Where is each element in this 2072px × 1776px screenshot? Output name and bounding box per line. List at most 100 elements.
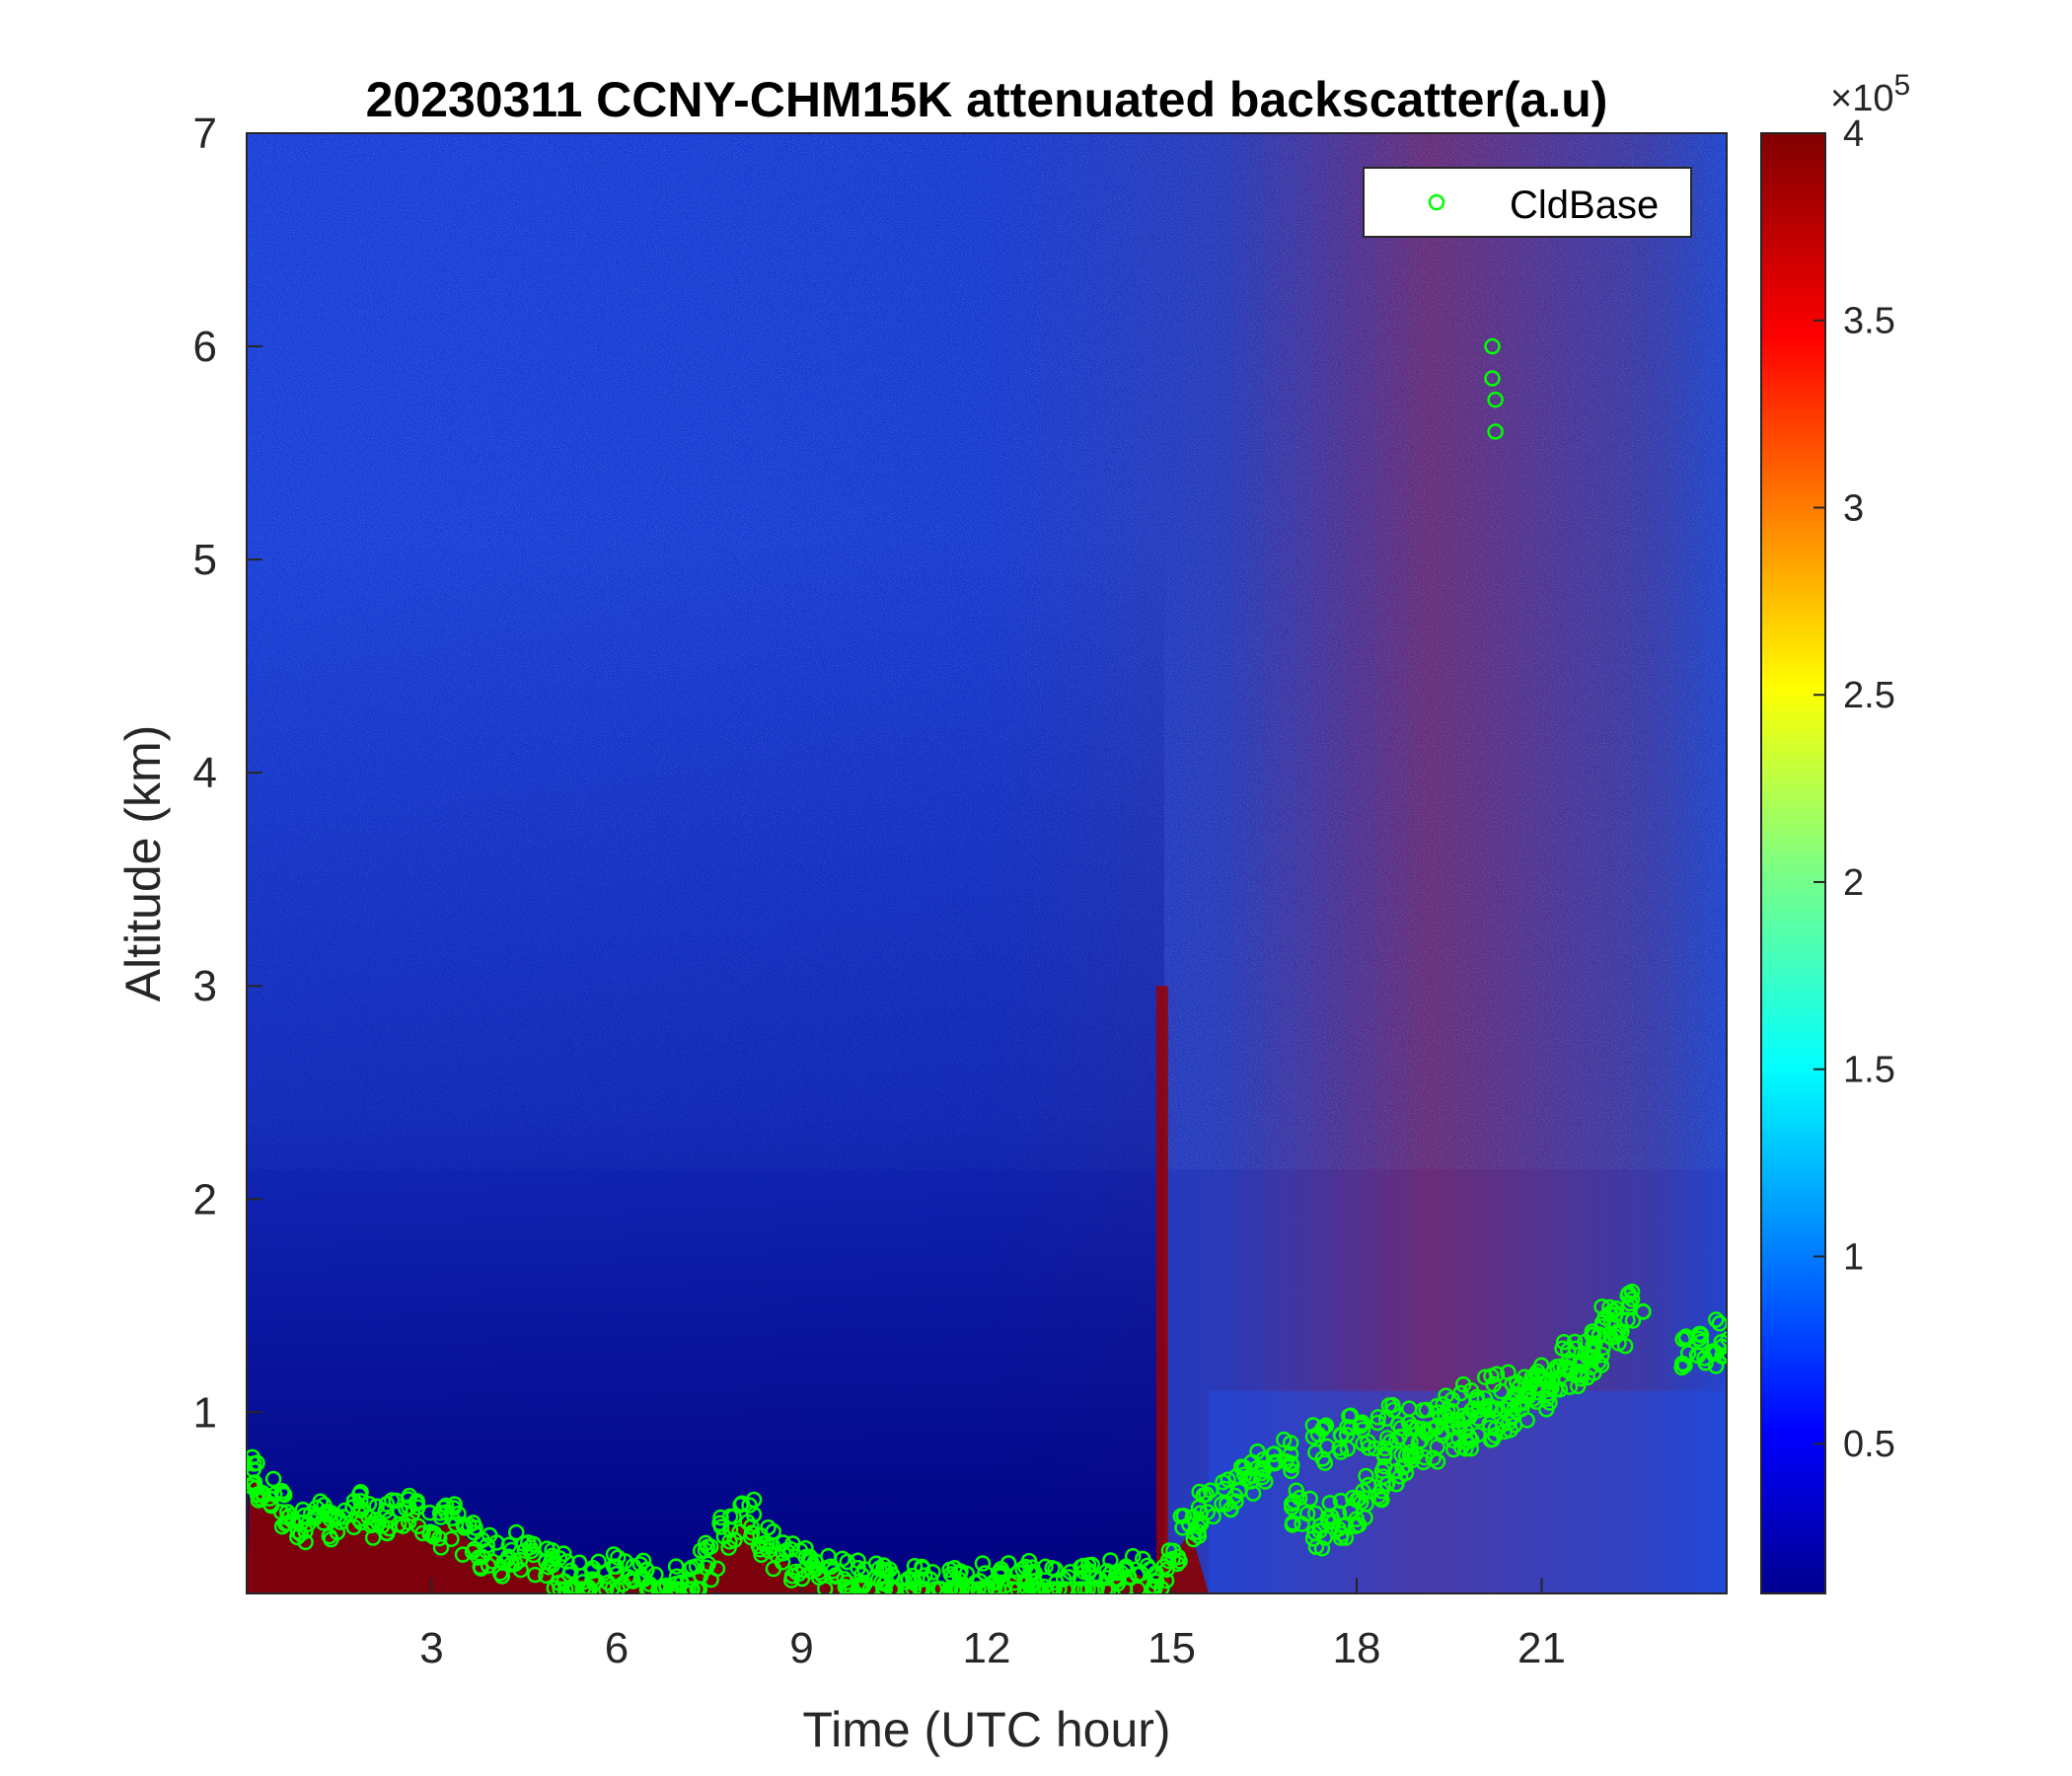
cldbase-point	[1561, 1378, 1579, 1395]
cldbase-point	[1152, 1580, 1170, 1593]
legend-label-cldbase: CldBase	[1510, 184, 1659, 227]
y-tick-label: 5	[193, 536, 217, 584]
legend: CldBase	[1363, 167, 1692, 238]
cldbase-point	[822, 1558, 840, 1576]
cldbase-point	[1100, 1581, 1117, 1593]
cldbase-point	[414, 1524, 431, 1542]
cldbase-point	[941, 1581, 959, 1593]
cldbase-point	[1215, 1473, 1231, 1491]
cldbase-point	[931, 1581, 949, 1593]
cldbase-point	[1158, 1561, 1175, 1579]
cldbase-upper-point	[1315, 1419, 1333, 1436]
cldbase-point	[1079, 1581, 1096, 1593]
colorbar-tick-label: 2.5	[1843, 675, 1895, 716]
cldbase-point	[1181, 1516, 1198, 1533]
cldbase-point	[970, 1581, 987, 1593]
colorbar-tick-label: 3.5	[1843, 301, 1895, 342]
cldbase-point	[1051, 1581, 1068, 1593]
cldbase-upper-point	[1443, 1419, 1460, 1437]
cldbase-point	[952, 1563, 969, 1580]
cldbase-point	[1043, 1581, 1060, 1593]
cldbase-point	[1286, 1493, 1302, 1511]
cldbase-point	[1284, 1456, 1300, 1474]
cldbase-point	[508, 1523, 525, 1541]
cldbase-point	[1267, 1453, 1285, 1470]
cldbase-point	[731, 1523, 748, 1540]
plume-15h	[1155, 986, 1168, 1593]
cldbase-point	[1716, 1347, 1727, 1364]
cldbase-point	[1378, 1475, 1395, 1493]
cldbase-point	[1538, 1401, 1555, 1418]
cldbase-point	[1360, 1476, 1377, 1494]
y-axis: 1 2 3 4 5 6 7	[193, 110, 262, 1437]
cldbase-point	[609, 1581, 626, 1593]
cldbase-point	[581, 1581, 599, 1593]
cldbase-point	[726, 1531, 743, 1549]
cldbase-point	[1347, 1517, 1365, 1534]
cldbase-point	[321, 1527, 338, 1545]
cldbase-point	[1205, 1508, 1221, 1525]
colorbar-exponent: ×105	[1830, 69, 1910, 119]
cldbase-upper-point	[1607, 1325, 1625, 1342]
x-tick-label: 18	[1333, 1624, 1381, 1672]
cldbase-point	[1198, 1486, 1215, 1503]
cldbase-upper-point	[1341, 1408, 1358, 1425]
cldbase-point	[329, 1523, 346, 1541]
cldbase-point	[914, 1560, 931, 1577]
cldbase-point	[760, 1518, 777, 1536]
colorbar-tick-label: 4	[1843, 113, 1864, 155]
cldbase-point	[1720, 1331, 1727, 1348]
x-axis: 3 6 9 12 15 18 21	[419, 1578, 1566, 1672]
cldbase-point	[1283, 1462, 1299, 1480]
x-tick-label: 3	[419, 1624, 443, 1672]
cldbase-point	[853, 1566, 870, 1584]
cldbase-upper-point	[1402, 1434, 1419, 1450]
cldbase-point	[345, 1493, 363, 1510]
cldbase-point	[336, 1502, 353, 1519]
cldbase-point	[1586, 1365, 1602, 1381]
cldbase-point	[697, 1541, 714, 1559]
cldbase-point	[264, 1470, 282, 1488]
cldbase-point	[511, 1551, 529, 1569]
cldbase-point	[1337, 1529, 1355, 1546]
cldbase-point	[712, 1509, 729, 1526]
cldbase-point	[1175, 1508, 1193, 1524]
cldbase-point	[1266, 1445, 1283, 1462]
cldbase-upper-point	[1378, 1430, 1396, 1446]
cldbase-point	[870, 1560, 888, 1577]
cldbase-markers	[247, 337, 1727, 1593]
cldbase-upper-point	[1367, 1440, 1384, 1457]
cldbase-point	[1676, 1357, 1693, 1373]
cldbase-upper-point	[1354, 1414, 1370, 1432]
cldbase-upper-point	[1452, 1384, 1469, 1402]
cldbase-point	[326, 1510, 342, 1526]
cldbase-point	[491, 1565, 509, 1582]
cldbase-point	[1484, 337, 1501, 355]
cldbase-upper-point	[1607, 1300, 1625, 1317]
cldbase-point	[1673, 1355, 1691, 1372]
cldbase-point	[708, 1560, 726, 1578]
cldbase-point	[1358, 1495, 1374, 1513]
cldbase-point	[795, 1561, 813, 1579]
cldbase-point	[261, 1495, 279, 1513]
cldbase-point	[608, 1566, 626, 1583]
cldbase-point	[851, 1579, 869, 1593]
cldbase-point	[1157, 1572, 1175, 1590]
x-tick-label: 9	[789, 1624, 813, 1672]
cldbase-point	[634, 1552, 652, 1570]
cldbase-point	[479, 1537, 495, 1554]
cldbase-point	[1711, 1315, 1727, 1332]
cldbase-upper-point	[1493, 1382, 1510, 1400]
cldbase-point	[421, 1525, 439, 1543]
cldbase-point	[683, 1581, 700, 1593]
cldbase-point	[625, 1573, 641, 1590]
cldbase-upper-point	[1586, 1326, 1602, 1344]
cldbase-point	[1282, 1435, 1299, 1451]
y-tick-label: 4	[193, 749, 217, 797]
cldbase-point	[658, 1579, 675, 1593]
colorbar-tick-label: 2	[1843, 862, 1864, 904]
cldbase-point	[896, 1574, 914, 1591]
cldbase-upper-point	[1552, 1358, 1569, 1375]
cldbase-point	[1124, 1548, 1142, 1565]
cldbase-point	[605, 1546, 623, 1563]
